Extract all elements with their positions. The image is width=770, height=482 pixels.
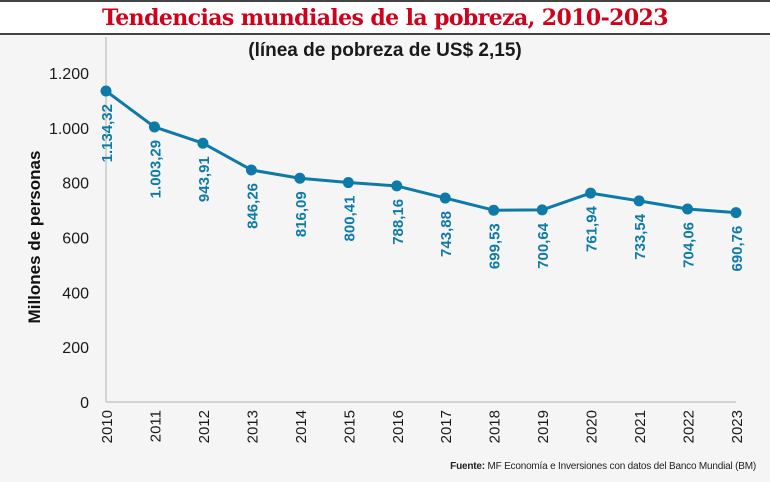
source-text: MF Economía e Inversiones con datos del … [484,461,756,472]
y-axis-label: Millones de personas [25,151,44,324]
x-tick-label: 2018 [487,410,504,443]
x-tick-labels: 2010 2011 2012 2013 2014 2015 2016 2017 2018 2019… [99,410,746,443]
y-tick-labels: 0 200 400 600 800 1.000 1.200 [49,66,89,412]
x-tick-label: 2014 [293,410,310,443]
y-tick-label: 800 [62,176,89,193]
data-label: 1.003,29 [147,140,164,198]
data-point [439,192,451,204]
data-point [682,203,694,215]
series-line [105,89,737,215]
data-points [100,85,742,219]
data-point [294,172,306,184]
header-band [0,0,770,34]
data-point [391,180,403,192]
y-tick-label: 400 [62,285,89,302]
data-point [585,187,597,199]
data-label: 943,91 [196,156,213,202]
data-label: 1.134,32 [99,104,116,162]
data-label: 816,09 [293,191,310,237]
source-note: Fuente: MF Economía e Inversiones con da… [450,461,756,472]
y-tick-label: 1.200 [49,66,89,83]
x-tick-label: 2023 [729,410,746,443]
x-tick-label: 2020 [584,410,601,443]
data-label: 699,53 [487,223,504,269]
x-tick-label: 2022 [681,410,698,443]
data-label: 743,88 [438,211,455,257]
y-tick-label: 200 [62,340,89,357]
y-tick-label: 0 [80,395,89,412]
data-label: 788,16 [390,199,407,245]
data-label: 733,54 [632,213,649,260]
data-label: 704,06 [681,222,698,268]
x-tick-label: 2021 [632,410,649,443]
data-point [730,207,742,219]
chart-subtitle: (línea de pobreza de US$ 2,15) [248,40,522,61]
x-tick-label: 2019 [535,410,552,443]
data-point [148,121,160,133]
data-label: 700,64 [535,222,552,269]
x-tick-label: 2011 [147,410,164,442]
data-label: 761,94 [584,205,601,252]
x-tick-label: 2012 [196,410,213,443]
data-point [100,85,112,97]
header-divider [0,33,770,35]
data-labels: 1.134,32 1.003,29 943,91 846,26 816,09 800,41… [99,104,746,272]
source-label: Fuente: [450,461,485,472]
x-tick-label: 2013 [244,410,261,443]
x-tick-label: 2016 [390,410,407,443]
data-point [342,177,354,189]
data-point [488,204,500,216]
chart-title: Tendencias mundiales de la pobreza, 2010… [102,5,669,31]
data-point [245,164,257,176]
data-point [197,137,209,149]
data-label: 690,76 [729,226,746,272]
x-tick-label: 2017 [438,410,455,443]
y-tick-label: 1.000 [49,121,89,138]
data-point [633,195,645,207]
series-line-group [105,89,737,215]
x-tick-label: 2010 [99,410,116,443]
data-label: 800,41 [341,196,358,242]
x-tick-label: 2015 [341,410,358,443]
data-label: 846,26 [244,183,261,229]
top-rule [0,0,770,2]
y-tick-label: 600 [62,231,89,248]
data-point [536,204,548,216]
axes [105,37,736,403]
